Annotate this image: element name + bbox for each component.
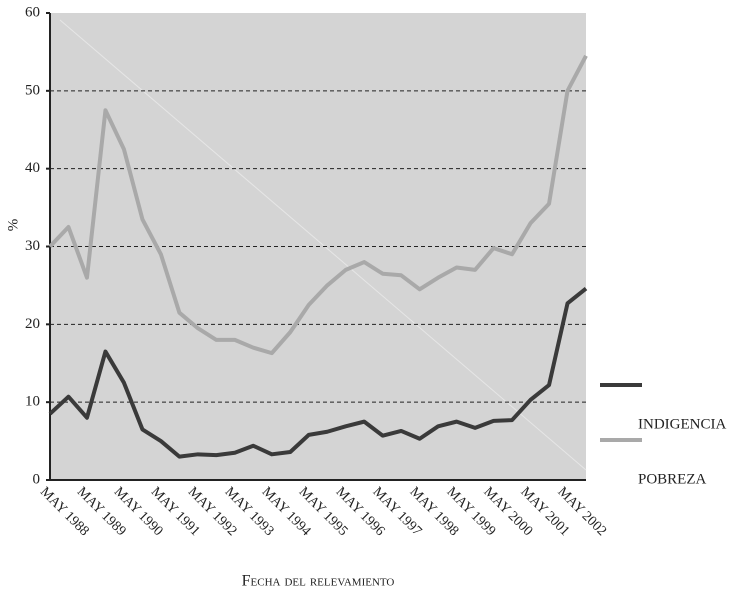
x-axis-title: Fecha del relevamiento (242, 573, 395, 590)
decoration (59, 19, 587, 471)
line (48, 54, 588, 356)
y-tick-label: 30 (25, 238, 40, 254)
y-tick-label: 60 (25, 4, 40, 20)
line (48, 286, 588, 459)
y-tick-label: 20 (25, 316, 40, 332)
y-tick-label: 10 (25, 394, 40, 410)
y-tick-label: 0 (33, 471, 41, 487)
y-axis-title: % (5, 219, 21, 232)
y-tick-label: 50 (25, 82, 40, 98)
legend-label: INDIGENCIA (638, 416, 726, 432)
legend-label: POBREZA (638, 471, 707, 487)
y-tick-label: 40 (25, 160, 40, 176)
